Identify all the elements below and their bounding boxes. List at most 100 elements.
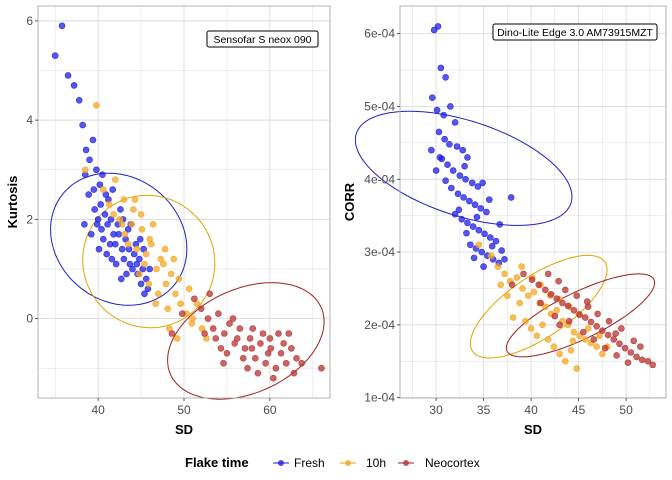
legend-label-fresh: Fresh [294,456,325,470]
data-point-neo [580,328,587,336]
data-point-fresh [87,230,95,238]
data-point-neo [593,322,600,330]
data-point-neo [551,312,559,320]
data-point-fresh [104,221,111,228]
data-point-neo [215,310,222,317]
data-point-neo [236,325,244,332]
data-point-neo [590,336,598,343]
panel-border [399,5,667,399]
data-point-neo [553,295,561,302]
data-point-h10 [131,196,139,203]
data-point-fresh [492,237,500,245]
data-point-neo [221,330,228,337]
y-tick-label: 2e-04 [364,318,395,332]
data-point-neo [293,354,300,362]
data-point-fresh [481,230,488,238]
data-point-neo [605,317,613,325]
annotation-box [492,23,658,41]
data-point-fresh [136,235,144,243]
data-point-fresh [455,206,463,214]
data-point-h10 [153,265,160,273]
data-point-h10 [124,240,132,248]
data-point-fresh [444,161,451,168]
legend-title: Flake time [185,455,249,470]
data-point-neo [599,327,606,334]
data-point-fresh [474,183,482,190]
x-tick-label: 40 [91,403,105,417]
data-point-fresh [112,260,120,268]
data-point-fresh [118,245,126,253]
data-point-neo [616,340,623,348]
data-point-h10 [149,221,157,228]
y-tick-label: 3e-04 [364,245,395,259]
data-point-fresh [90,186,98,193]
data-point-neo [604,331,612,339]
data-point-neo [285,330,293,337]
data-point-h10 [133,245,141,253]
data-point-h10 [561,357,569,365]
data-point-neo [581,314,589,321]
data-point-fresh [79,121,86,129]
data-point-h10 [509,314,517,321]
grid-lines [38,6,330,398]
y-tick-label: 2 [26,212,33,226]
data-point-h10 [189,315,196,322]
data-point-h10 [162,280,170,288]
y-tick-label: 6e-04 [364,27,395,41]
data-point-fresh [451,119,459,126]
legend-label-neocortex: Neocortex [425,456,480,470]
data-point-neo [649,361,657,369]
data-point-fresh [434,23,442,30]
data-point-neo [277,350,285,357]
data-point-fresh [58,22,66,30]
data-point-neo [275,330,282,337]
data-point-fresh [85,191,92,198]
legend-item-neocortex: Neocortex [398,456,480,470]
data-point-h10 [516,299,524,307]
legend-label-10h: 10h [366,456,386,470]
data-point-neo [246,335,254,342]
data-point-neo [573,292,581,300]
instrument-annotation: Dino-Lite Edge 3.0 AM73915MZT [492,23,658,41]
data-point-fresh [123,270,130,278]
data-point-neo [633,353,640,361]
data-point-neo [212,335,220,342]
data-point-h10 [570,328,578,336]
data-point-neo [217,345,225,352]
data-point-fresh [120,255,128,263]
data-point-neo [638,356,646,364]
y-axis-title: Kurtosis [5,176,20,229]
data-point-fresh [496,221,504,228]
data-point-neo [266,335,274,342]
data-point-h10 [175,275,183,283]
legend-item-10h: 10h [340,456,386,470]
data-point-fresh [103,250,111,258]
x-axis-title: SD [524,422,542,437]
data-point-fresh [463,229,470,237]
data-point-fresh [485,196,493,203]
data-point-neo [264,350,272,357]
data-point-neo [288,345,295,352]
data-point-fresh [459,146,467,154]
data-point-h10 [497,281,505,289]
data-point-fresh [96,181,104,188]
data-point-neo [239,354,247,362]
data-point-fresh [118,275,125,283]
data-point-h10 [118,221,126,228]
data-point-fresh [441,135,448,143]
data-point-fresh [89,136,97,144]
data-point-neo [644,357,652,365]
data-point-h10 [487,252,495,259]
data-point-neo [613,352,620,359]
data-point-fresh [75,96,83,104]
data-point-neo [542,286,549,294]
data-point-h10 [581,336,589,343]
data-point-fresh [101,211,109,218]
data-point-fresh [473,213,481,221]
y-tick-label: 0 [26,312,33,326]
data-point-fresh [488,242,496,250]
data-point-fresh [461,162,468,170]
x-tick-label: 30 [429,403,443,417]
data-point-h10 [164,305,171,312]
panel-corr-vs-sd: Dino-Lite Edge 3.0 AM73915MZT 30 35 40 45 50… [342,5,667,437]
